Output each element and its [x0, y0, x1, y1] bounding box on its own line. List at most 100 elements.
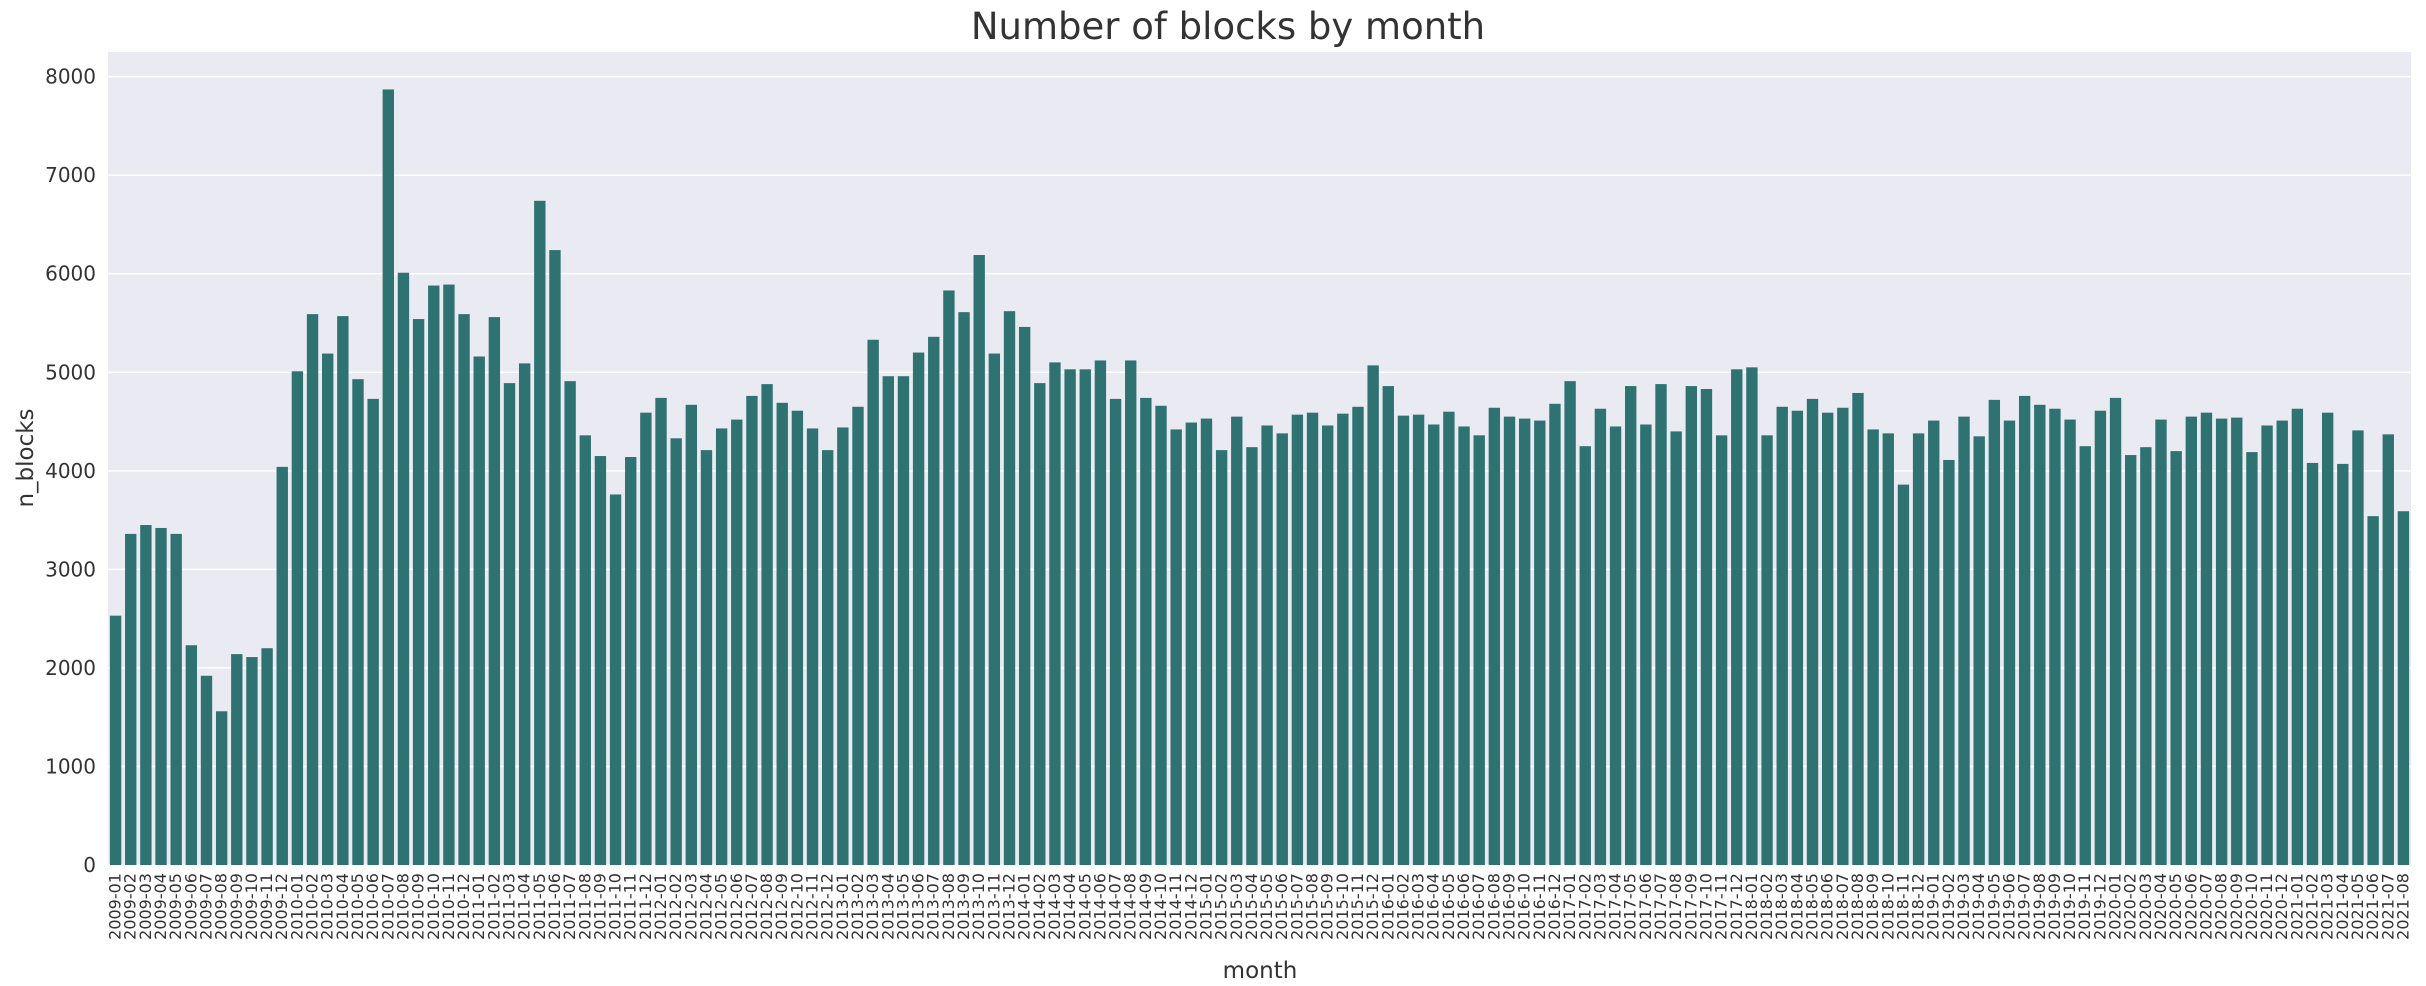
- x-tick-label: 2020-09: [2227, 873, 2246, 940]
- bar-2017-12: [1731, 369, 1743, 865]
- x-axis-ticks: 2009-012009-022009-032009-042009-052009-…: [106, 873, 2413, 940]
- x-tick-label: 2012-03: [681, 873, 700, 940]
- bar-2014-07: [1109, 398, 1122, 865]
- x-tick-label: 2017-12: [1727, 873, 1746, 940]
- bar-2013-01: [837, 427, 849, 865]
- bar-2012-01: [655, 397, 667, 865]
- bar-2016-11: [1534, 420, 1546, 865]
- x-tick-label: 2016-08: [1484, 873, 1503, 940]
- x-tick-label: 2015-10: [1333, 873, 1352, 940]
- x-tick-label: 2011-12: [636, 873, 655, 940]
- x-tick-label: 2020-06: [2181, 873, 2200, 940]
- bar-2016-07: [1473, 435, 1485, 865]
- x-tick-label: 2009-09: [227, 873, 246, 940]
- x-tick-label: 2020-10: [2242, 873, 2261, 940]
- y-axis-label: n_blocks: [13, 408, 39, 507]
- bar-2021-05: [2352, 430, 2364, 865]
- bar-2010-05: [352, 379, 364, 865]
- x-tick-label: 2016-03: [1409, 873, 1428, 940]
- x-tick-label: 2019-12: [2090, 873, 2109, 940]
- bar-2014-05: [1079, 369, 1091, 865]
- x-tick-label: 2018-04: [1787, 873, 1806, 940]
- x-tick-label: 2011-02: [484, 873, 503, 940]
- x-tick-label: 2009-10: [242, 873, 261, 940]
- bar-2012-10: [791, 410, 804, 865]
- bar-2016-04: [1428, 424, 1440, 865]
- x-tick-label: 2019-08: [2030, 873, 2049, 940]
- bar-2009-10: [246, 657, 258, 865]
- x-tick-label: 2013-10: [969, 873, 988, 940]
- x-tick-label: 2018-03: [1772, 873, 1791, 940]
- bar-2019-07: [2018, 395, 2031, 865]
- bar-2019-02: [1943, 459, 1955, 865]
- bar-2012-11: [806, 428, 819, 865]
- x-tick-label: 2014-01: [1015, 873, 1034, 940]
- bar-2012-05: [715, 428, 728, 865]
- y-tick-label: 4000: [45, 459, 96, 483]
- bar-2020-07: [2200, 412, 2213, 865]
- x-tick-label: 2009-02: [121, 873, 140, 940]
- bar-2012-09: [776, 402, 788, 865]
- bar-2013-02: [852, 406, 864, 865]
- bar-2013-05: [897, 376, 910, 865]
- x-tick-label: 2012-07: [742, 873, 761, 940]
- x-tick-label: 2012-10: [787, 873, 806, 940]
- x-tick-label: 2021-08: [2393, 873, 2412, 940]
- bar-2016-01: [1382, 386, 1394, 865]
- bar-2017-06: [1640, 424, 1652, 865]
- bar-2018-09: [1867, 429, 1879, 865]
- x-tick-label: 2018-07: [1833, 873, 1852, 940]
- bar-2015-05: [1261, 425, 1273, 865]
- bar-2012-08: [761, 384, 773, 865]
- bar-2015-09: [1321, 425, 1334, 865]
- x-tick-label: 2010-07: [378, 873, 397, 940]
- bar-2009-11: [261, 648, 273, 865]
- x-tick-label: 2015-03: [1227, 873, 1246, 940]
- x-tick-label: 2016-11: [1530, 873, 1549, 940]
- bar-2010-09: [412, 319, 425, 865]
- bar-2009-05: [170, 533, 182, 865]
- bar-2009-03: [140, 525, 152, 865]
- bar-2020-03: [2140, 447, 2152, 865]
- x-tick-label: 2021-05: [2348, 873, 2367, 940]
- x-tick-label: 2019-09: [2045, 873, 2064, 940]
- y-tick-label: 7000: [45, 163, 96, 187]
- x-tick-label: 2018-08: [1848, 873, 1867, 940]
- bar-2016-12: [1549, 403, 1561, 865]
- bar-2013-03: [867, 339, 879, 866]
- x-tick-label: 2020-02: [2121, 873, 2140, 940]
- bar-2012-12: [822, 450, 834, 865]
- x-tick-label: 2012-04: [696, 873, 715, 940]
- bar-2014-01: [1018, 326, 1031, 866]
- y-tick-label: 1000: [45, 754, 96, 778]
- x-tick-label: 2016-10: [1515, 873, 1534, 940]
- x-tick-label: 2020-03: [2136, 873, 2155, 940]
- y-axis-ticks: 0 1000 2000 3000 4000 5000 6000 7000 8000: [45, 65, 96, 877]
- bar-2015-03: [1231, 416, 1243, 865]
- bar-2015-06: [1276, 433, 1288, 865]
- x-tick-label: 2013-09: [954, 873, 973, 940]
- x-tick-label: 2012-05: [712, 873, 731, 940]
- bar-2009-02: [125, 533, 137, 865]
- bar-2017-01: [1564, 381, 1576, 865]
- bar-2012-07: [746, 395, 758, 865]
- bar-2010-07: [382, 89, 394, 866]
- bar-2015-02: [1215, 450, 1228, 865]
- bar-2015-07: [1291, 414, 1304, 865]
- x-tick-label: 2009-01: [106, 873, 125, 940]
- bar-2018-01: [1746, 367, 1758, 865]
- bars: [109, 89, 2410, 866]
- bar-2009-06: [185, 645, 198, 865]
- x-tick-label: 2013-06: [909, 873, 928, 940]
- bar-2014-12: [1185, 422, 1198, 865]
- bar-2011-10: [609, 494, 622, 865]
- bar-2016-08: [1488, 407, 1501, 865]
- x-tick-label: 2017-03: [1590, 873, 1609, 940]
- x-tick-label: 2018-11: [1893, 873, 1912, 940]
- x-tick-label: 2021-02: [2303, 873, 2322, 940]
- x-tick-label: 2011-11: [621, 873, 640, 940]
- x-tick-label: 2011-10: [606, 873, 625, 940]
- x-tick-label: 2020-11: [2257, 873, 2276, 940]
- x-tick-label: 2014-08: [1121, 873, 1140, 940]
- bar-2015-08: [1306, 412, 1319, 865]
